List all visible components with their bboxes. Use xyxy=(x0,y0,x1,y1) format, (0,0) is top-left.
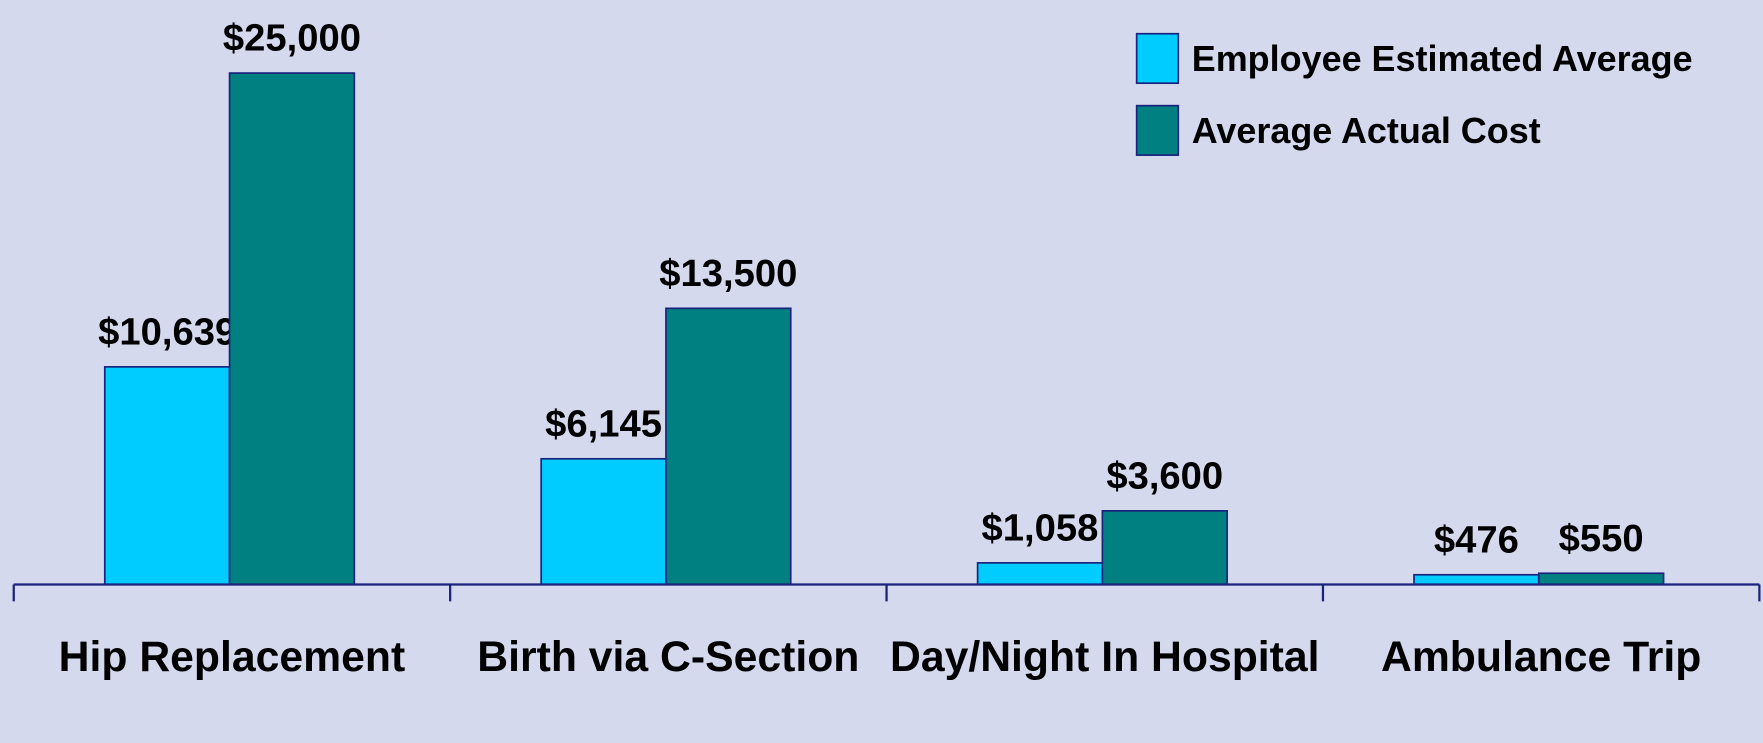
value-label: $10,639 xyxy=(98,310,236,353)
bar xyxy=(103,366,231,586)
value-label: $6,145 xyxy=(545,402,662,445)
bar xyxy=(228,72,356,586)
value-label: $25,000 xyxy=(223,17,361,60)
bar xyxy=(1101,510,1228,586)
x-tick-label-box: Hip Replacement xyxy=(58,633,406,682)
bar xyxy=(1537,572,1665,586)
bar xyxy=(1413,573,1540,586)
legend-label: Employee Estimated Average xyxy=(1192,38,1693,79)
x-tick-label: Ambulance Trip xyxy=(1380,633,1702,682)
x-tick-label: Day/Night In Hospital xyxy=(889,633,1320,682)
value-label: $1,058 xyxy=(982,506,1099,549)
value-label: $550 xyxy=(1559,517,1644,560)
legend-label: Average Actual Cost xyxy=(1192,110,1541,151)
value-label: $3,600 xyxy=(1106,454,1223,497)
x-tick-label-box: Ambulance Trip xyxy=(1380,633,1702,682)
value-label: $13,500 xyxy=(659,252,797,295)
x-tick-label: Birth via C-Section xyxy=(477,633,860,682)
bar xyxy=(540,457,667,586)
bar xyxy=(665,307,792,586)
x-tick-label-box: Day/Night In Hospital xyxy=(889,633,1320,682)
value-label: $476 xyxy=(1434,518,1519,561)
bar xyxy=(976,562,1104,586)
x-tick-label-box: Birth via C-Section xyxy=(477,633,860,682)
legend-swatch xyxy=(1135,104,1180,156)
x-tick-label: Hip Replacement xyxy=(58,633,406,682)
legend-swatch xyxy=(1135,32,1180,85)
